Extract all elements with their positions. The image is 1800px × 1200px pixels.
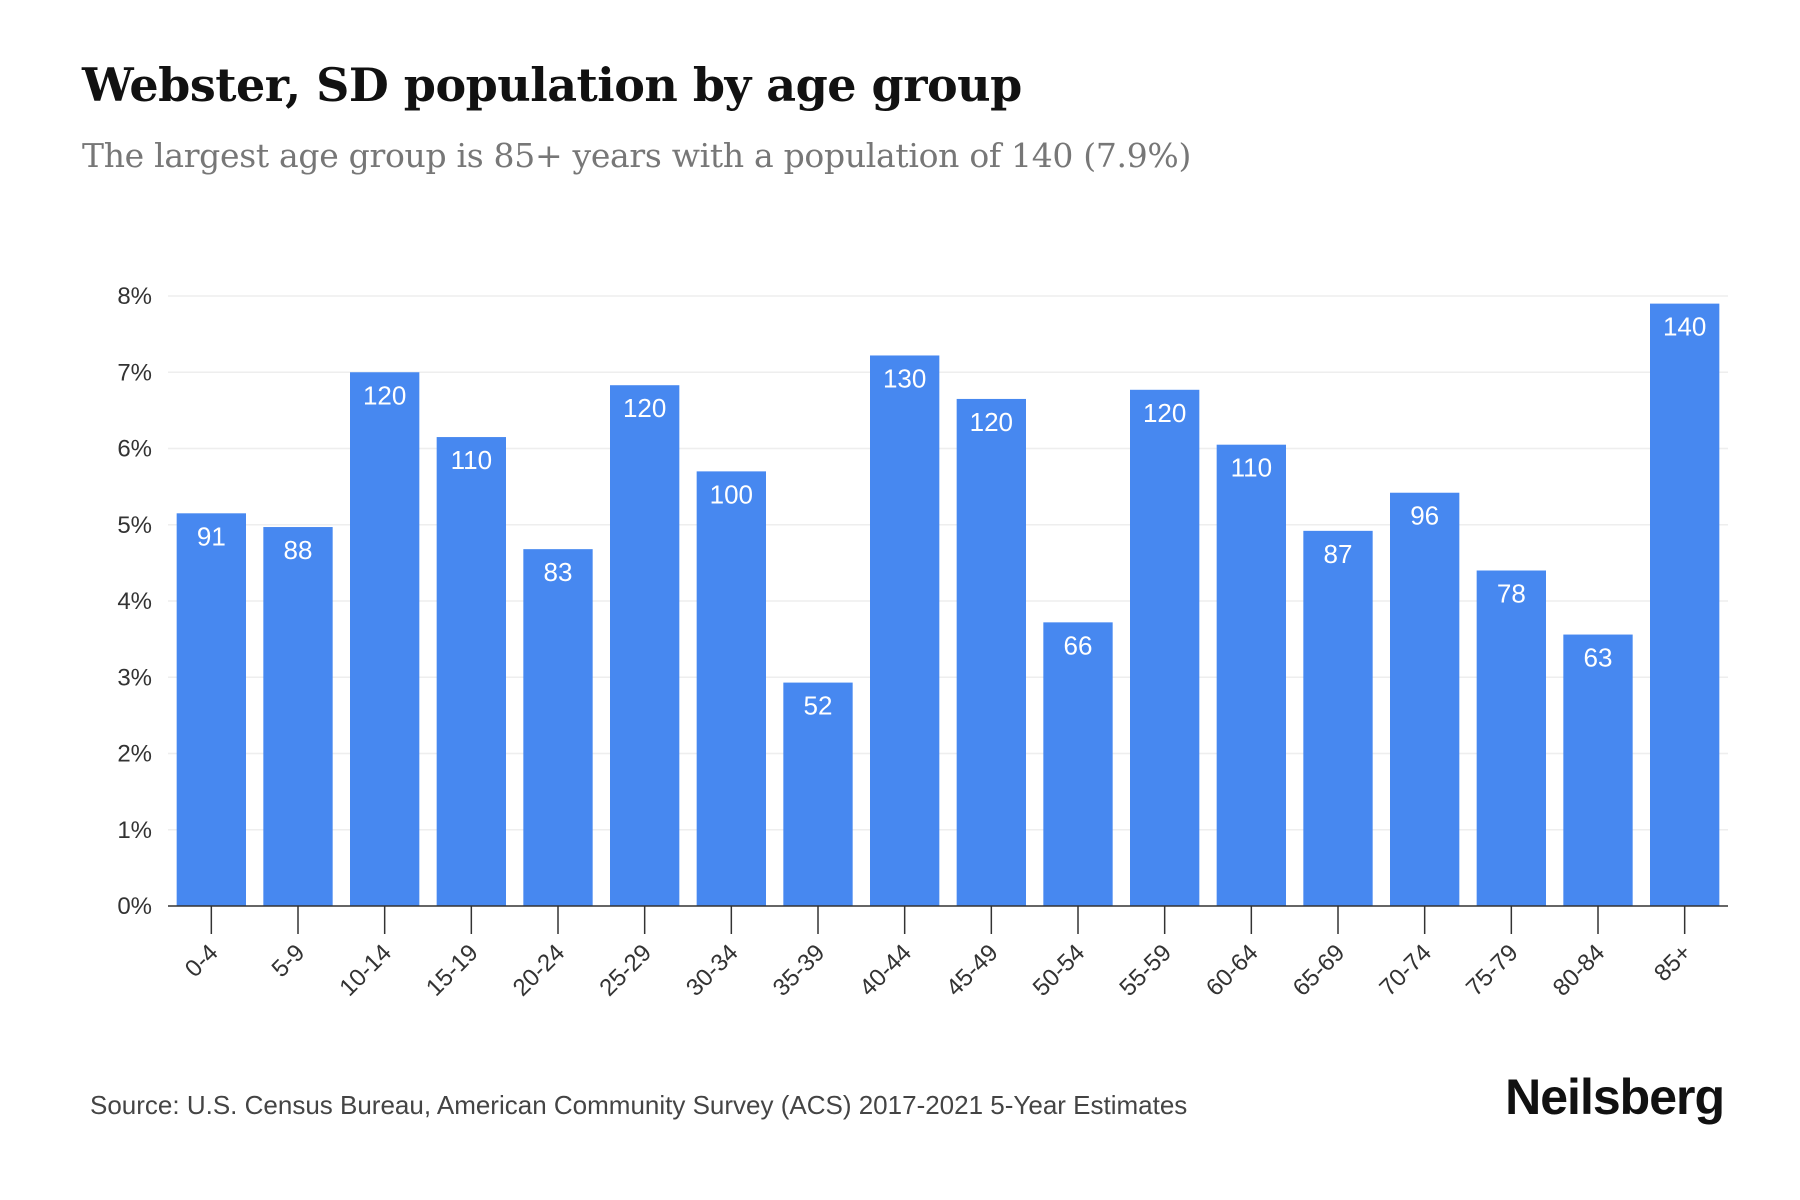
y-tick-label: 3% [117, 664, 152, 691]
x-tick-label: 35-39 [768, 939, 831, 1002]
y-tick-label: 5% [117, 512, 152, 539]
data-label: 63 [1584, 643, 1613, 673]
x-axis: 0-4 5-9 10-14 15-19 20-24 25-29 30-34 35-39 40-4… [168, 905, 1728, 1002]
bar-30-34 [696, 471, 766, 906]
y-tick-label: 2% [117, 741, 152, 768]
gridlines [168, 295, 1728, 831]
bar-0-4 [176, 513, 246, 906]
data-label: 140 [1663, 312, 1706, 342]
bars: 91 88 120 110 83 120 100 52 130 120 66 120 110 87 96 78… [176, 303, 1720, 907]
y-tick-label: 0% [117, 893, 152, 920]
x-tick-label: 30-34 [681, 939, 744, 1002]
bar-80-84 [1563, 634, 1633, 906]
data-label: 110 [451, 445, 492, 475]
x-tick-label: 65-69 [1288, 939, 1351, 1002]
data-label: 78 [1497, 579, 1526, 609]
data-label: 96 [1410, 501, 1439, 531]
x-tick-label: 15-19 [421, 939, 484, 1002]
x-tick-label: 40-44 [854, 939, 917, 1002]
x-tick-label: 55-59 [1114, 939, 1177, 1002]
y-tick-label: 6% [117, 436, 152, 463]
bar-50-54 [1043, 622, 1113, 906]
data-label: 120 [970, 407, 1013, 437]
chart-title: Webster, SD population by age group [82, 58, 1022, 112]
bar-5-9 [263, 527, 333, 906]
y-axis-ticks: 0% 1% 2% 3% 4% 5% 6% 7% 8% [117, 283, 152, 920]
bar-15-19 [436, 437, 506, 906]
x-tick-label: 70-74 [1374, 939, 1437, 1002]
bar-55-59 [1130, 389, 1200, 907]
bar-65-69 [1303, 530, 1373, 906]
bar-70-74 [1390, 492, 1460, 906]
y-tick-label: 7% [117, 359, 152, 386]
bar-35-39 [783, 682, 853, 906]
x-tick-label: 5-9 [267, 939, 311, 983]
bar-10-14 [350, 372, 420, 906]
x-tick-label: 10-14 [334, 939, 397, 1002]
x-tick-label: 75-79 [1461, 939, 1524, 1002]
bar-25-29 [610, 385, 680, 906]
chart-subtitle: The largest age group is 85+ years with … [82, 136, 1192, 175]
x-tick-label: 85+ [1649, 939, 1697, 987]
brand-logo: Neilsberg [1505, 1069, 1725, 1125]
data-label: 66 [1064, 630, 1093, 660]
bar-20-24 [523, 549, 593, 906]
y-tick-label: 1% [117, 817, 152, 844]
data-label: 120 [623, 393, 666, 423]
data-label: 88 [284, 535, 313, 565]
data-label: 110 [1231, 453, 1272, 483]
data-label: 130 [883, 363, 926, 393]
data-label: 83 [544, 557, 573, 587]
x-tick-label: 45-49 [941, 939, 1004, 1002]
bar-45-49 [956, 398, 1026, 906]
y-tick-label: 8% [117, 283, 152, 310]
data-label: 120 [363, 380, 406, 410]
x-tick-label: 50-54 [1028, 939, 1091, 1002]
x-tick-label: 25-29 [594, 939, 657, 1002]
data-label: 87 [1324, 539, 1353, 569]
y-tick-label: 4% [117, 588, 152, 615]
bar-75-79 [1476, 570, 1546, 906]
data-label: 100 [710, 479, 753, 509]
source-note: Source: U.S. Census Bureau, American Com… [90, 1090, 1188, 1120]
bar-40-44 [870, 355, 940, 907]
x-tick-label: 60-64 [1201, 939, 1264, 1002]
data-label: 52 [804, 691, 833, 721]
bar-85+ [1650, 303, 1720, 906]
data-label: 120 [1143, 398, 1186, 428]
data-label: 91 [197, 521, 226, 551]
x-tick-label: 0-4 [180, 939, 224, 983]
x-tick-label: 80-84 [1548, 939, 1611, 1002]
x-tick-label: 20-24 [508, 939, 571, 1002]
bar-60-64 [1216, 444, 1286, 906]
